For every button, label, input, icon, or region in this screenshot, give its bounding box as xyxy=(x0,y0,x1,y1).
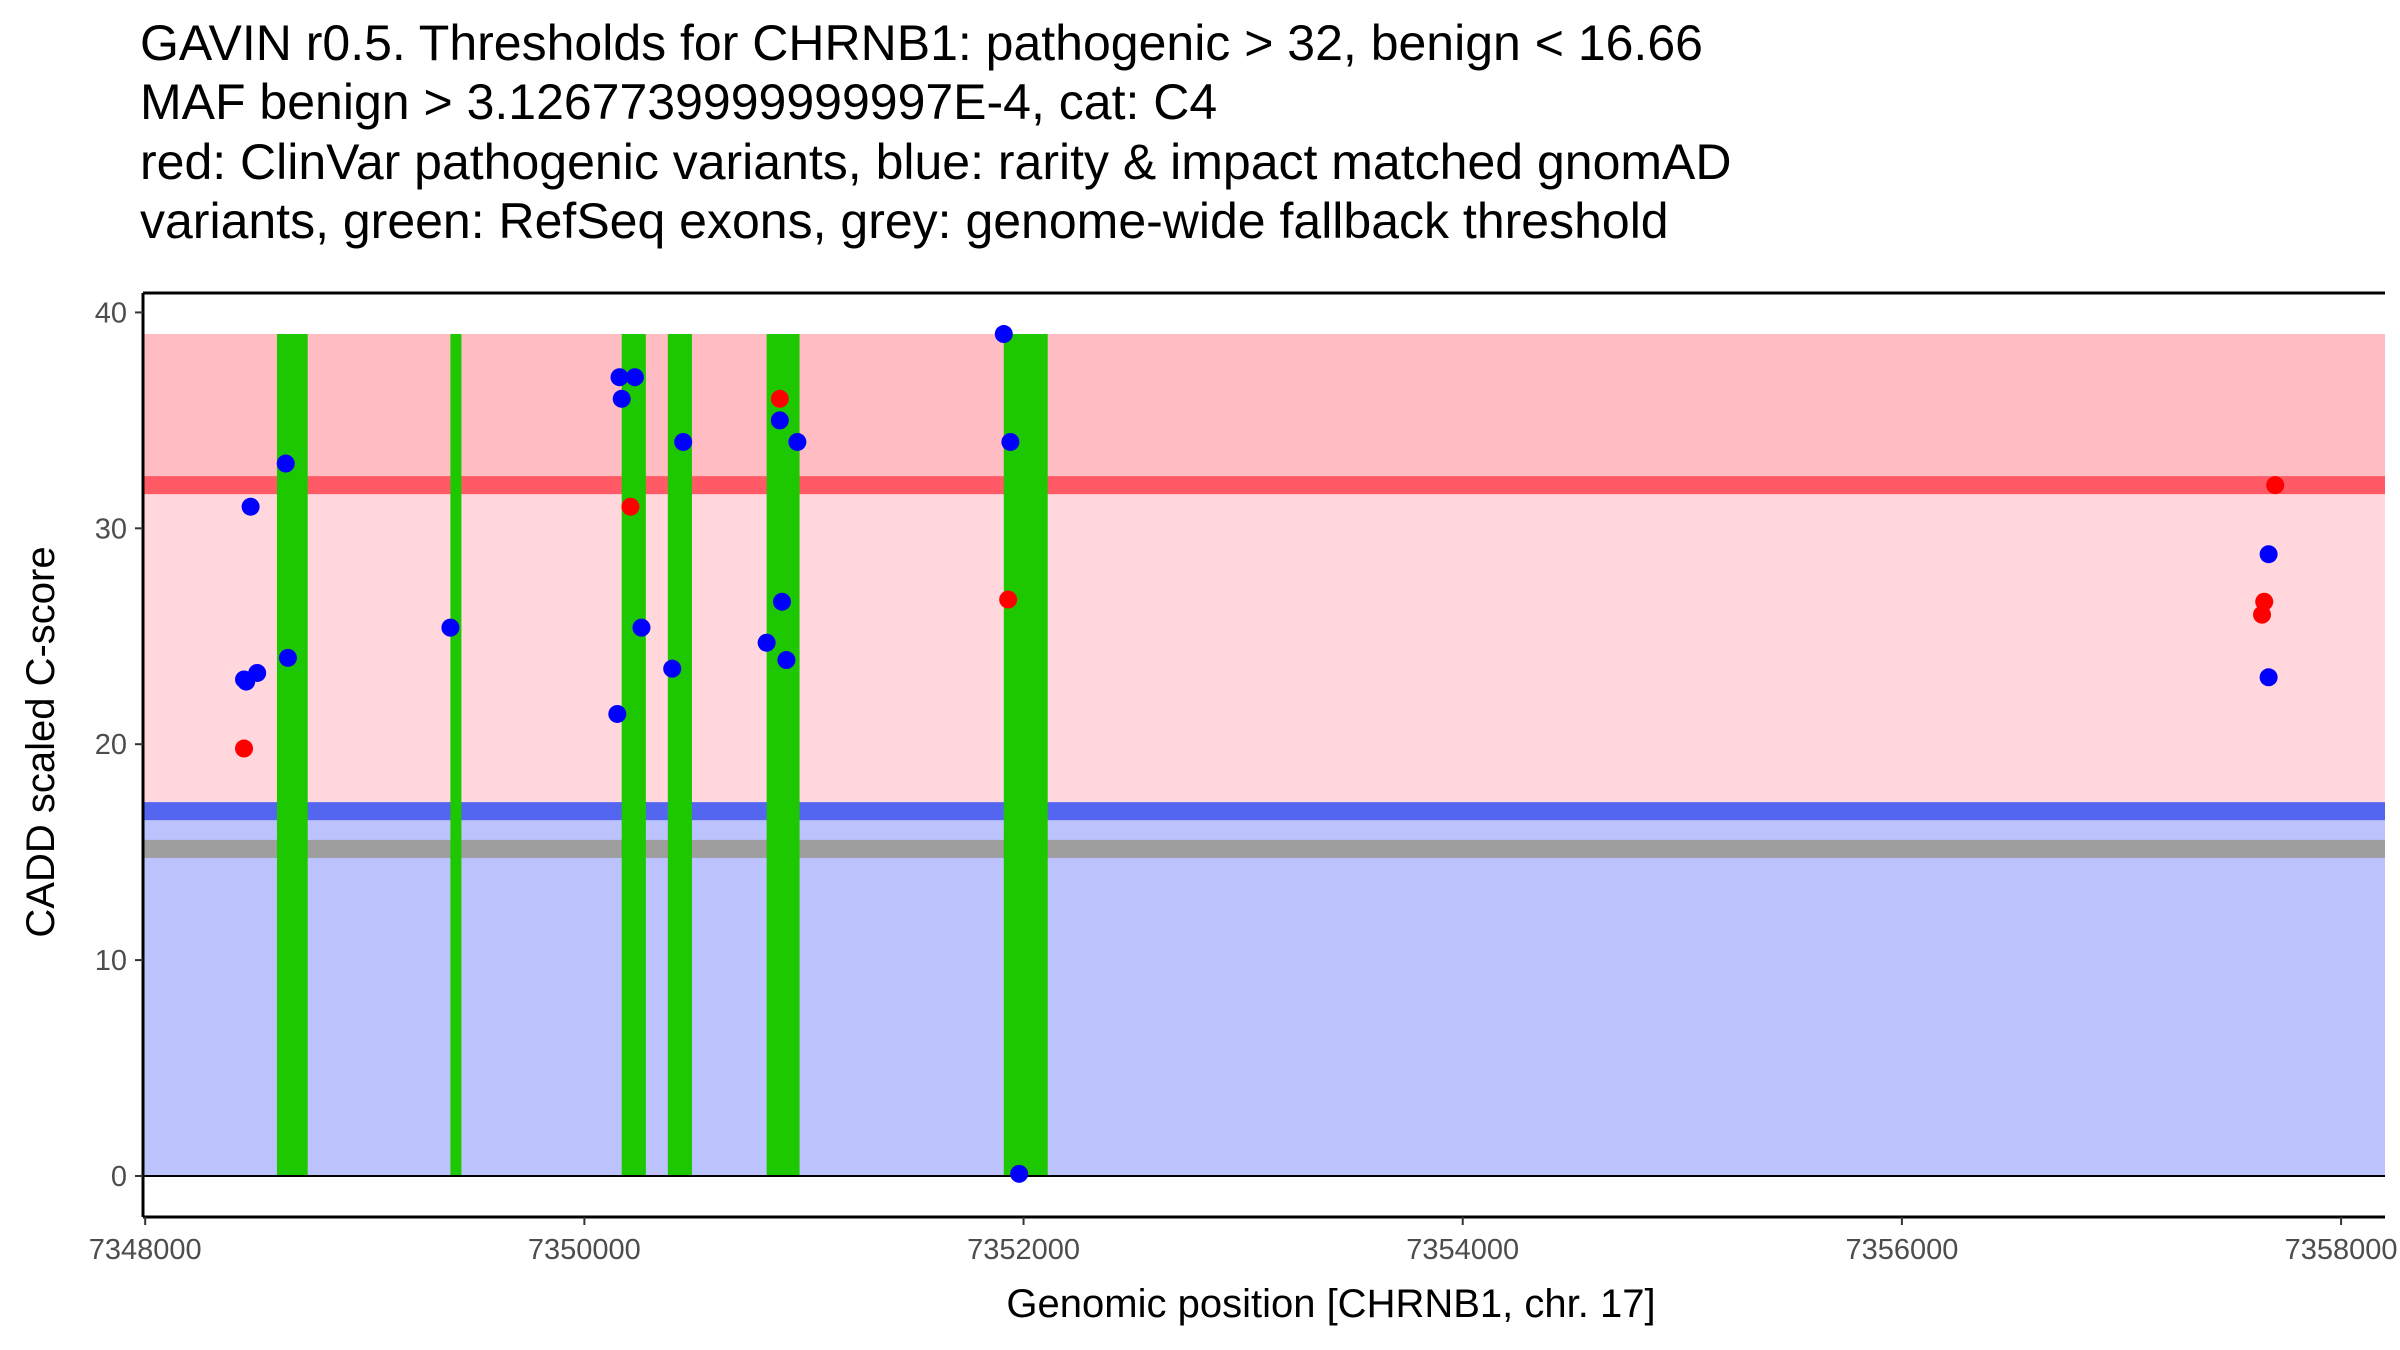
x-tick-label: 7356000 xyxy=(1845,1234,1958,1266)
y-tick-label: 0 xyxy=(111,1161,127,1193)
gnomad-point xyxy=(1001,432,1020,451)
chart-title: GAVIN r0.5. Thresholds for CHRNB1: patho… xyxy=(140,15,1731,249)
gnomad-point xyxy=(674,432,693,451)
exon-bar xyxy=(667,334,692,1176)
gnomad-point xyxy=(241,497,260,516)
clinvar-point xyxy=(2255,592,2274,611)
title-line-3: red: ClinVar pathogenic variants, blue: … xyxy=(140,134,1731,190)
title-line-2: MAF benign > 3.1267739999999997E-4, cat:… xyxy=(140,74,1217,130)
gnomad-point xyxy=(278,648,297,667)
gnomad-point xyxy=(994,325,1013,344)
clinvar-point xyxy=(621,497,640,516)
gnomad-point xyxy=(788,432,807,451)
gnomad-point xyxy=(2259,545,2278,564)
gnomad-point xyxy=(663,659,682,678)
exon-bar xyxy=(1003,334,1048,1176)
pathogenic-threshold-line xyxy=(143,476,2385,495)
clinvar-point xyxy=(770,389,789,408)
x-tick-label: 7348000 xyxy=(89,1234,202,1266)
gnomad-point xyxy=(773,592,792,611)
gnomad-point xyxy=(777,651,796,670)
gnomad-point xyxy=(1010,1164,1029,1183)
gnomad-point xyxy=(608,704,627,723)
gnomad-point xyxy=(632,618,651,637)
clinvar-point xyxy=(999,590,1018,609)
benign-region xyxy=(143,816,2385,1176)
exon-bar xyxy=(621,334,646,1176)
exon-bar xyxy=(766,334,800,1176)
gnomad-point xyxy=(757,633,776,652)
x-axis-title: Genomic position [CHRNB1, chr. 17] xyxy=(1006,1282,1655,1326)
exon-bar xyxy=(276,334,308,1176)
gnomad-point xyxy=(612,389,631,408)
y-tick-label: 10 xyxy=(95,945,127,977)
fallback-threshold-line xyxy=(143,839,2385,858)
x-tick-label: 7358000 xyxy=(2285,1234,2398,1266)
exon-bar xyxy=(450,334,462,1176)
gnomad-point xyxy=(610,368,629,387)
y-axis-title: CADD scaled C-score xyxy=(19,546,63,937)
gnomad-point xyxy=(625,368,644,387)
vus-region xyxy=(143,485,2385,817)
y-tick-label: 30 xyxy=(95,513,127,545)
y-tick-label: 40 xyxy=(95,297,127,329)
x-tick-label: 7352000 xyxy=(967,1234,1080,1266)
plot-panel xyxy=(143,325,2385,1183)
gnomad-point xyxy=(248,663,267,682)
title-line-1: GAVIN r0.5. Thresholds for CHRNB1: patho… xyxy=(140,15,1703,71)
gnomad-point xyxy=(770,411,789,430)
axes: 0 10 20 30 40 7348000 7350000 7352000 7354000 735… xyxy=(89,291,2398,1266)
gnomad-point xyxy=(2259,668,2278,687)
gnomad-point xyxy=(441,618,460,637)
x-tick-label: 7354000 xyxy=(1406,1234,1519,1266)
clinvar-point xyxy=(2266,476,2285,495)
x-tick-label: 7350000 xyxy=(528,1234,641,1266)
pathogenic-region xyxy=(143,334,2385,486)
y-tick-label: 20 xyxy=(95,729,127,761)
clinvar-point xyxy=(235,739,254,758)
gnomad-point xyxy=(276,454,295,473)
benign-threshold-line xyxy=(143,802,2385,821)
title-line-4: variants, green: RefSeq exons, grey: gen… xyxy=(140,193,1669,249)
